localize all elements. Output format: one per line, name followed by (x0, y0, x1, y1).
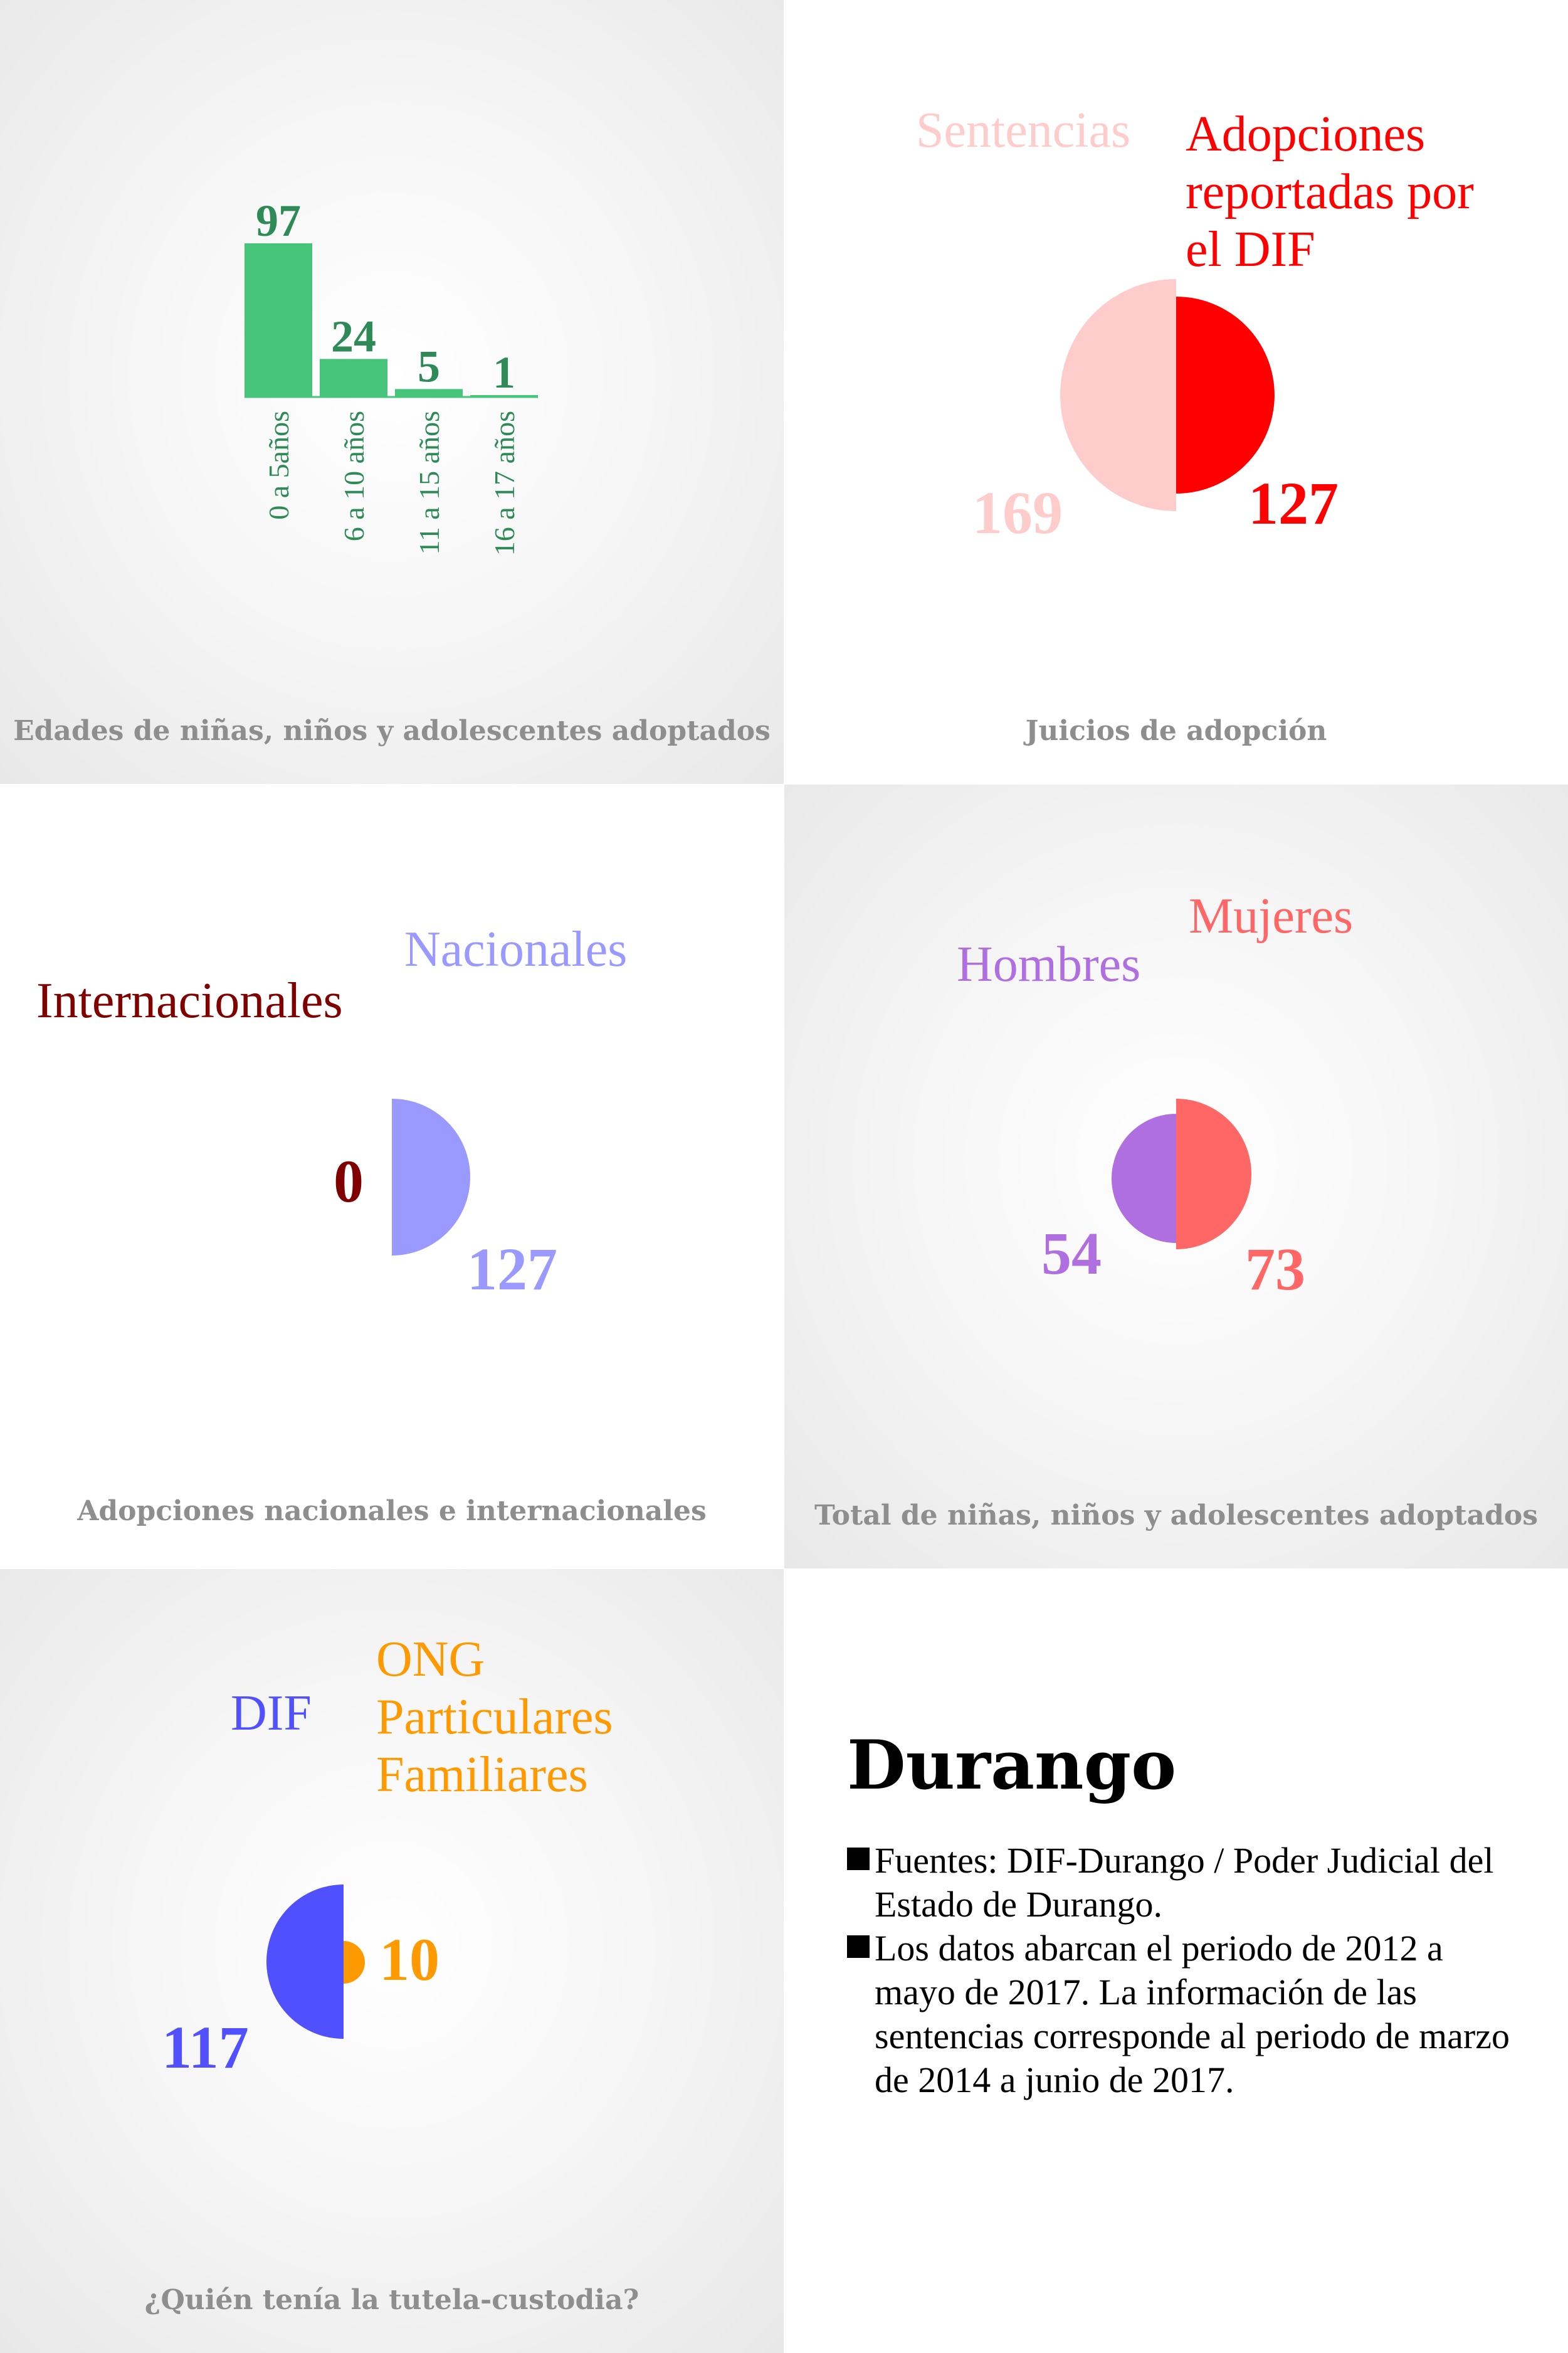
nacionales-value: 127 (467, 1235, 557, 1303)
sentencias-legend: Sentencias (916, 103, 1131, 158)
mujeres-slice (1176, 1099, 1251, 1249)
age-category-label: 11 a 15 años (413, 411, 445, 555)
juicios-caption: Juicios de adopción (1025, 715, 1327, 747)
nac-int-chart (392, 1099, 470, 1256)
age-category-label: 16 a 17 años (488, 411, 520, 556)
ong-legend: ONG Particulares Familiares (376, 1632, 613, 1802)
age-value-label: 5 (418, 341, 440, 391)
notes-list: Fuentes: DIF-Durango / Poder Judicial de… (847, 1839, 1524, 2102)
internacionales-legend: Internacionales (36, 973, 343, 1028)
adopciones-value: 127 (1248, 470, 1339, 537)
hombres-slice (1112, 1114, 1176, 1243)
nacionales-slice (392, 1099, 470, 1256)
age-bar (320, 359, 387, 397)
info-panel: Durango Fuentes: DIF-Durango / Poder Jud… (784, 1569, 1568, 2353)
nac-int-panel: Nacionales Internacionales 0 127 Adopcio… (0, 785, 784, 1568)
sentencias-value: 169 (972, 479, 1063, 546)
dif-legend: DIF (231, 1686, 312, 1741)
age-bar (245, 243, 312, 397)
tutela-chart (266, 1885, 365, 2039)
age-category-label: 6 a 10 años (338, 411, 370, 541)
dif-value: 117 (162, 2014, 249, 2081)
adopciones-legend: Adopciones reportadas por el DIF (1186, 107, 1474, 277)
square-bullet-icon (847, 1848, 870, 1870)
age-bar (470, 395, 538, 397)
age-value-label: 97 (256, 196, 301, 246)
ages-panel: 97 0 a 5años 24 6 a 10 años 5 11 a 15 años 1 16… (0, 0, 784, 784)
page-title: Durango (847, 1726, 1177, 1805)
nac-int-caption: Adopciones nacionales e internacionales (77, 1495, 707, 1527)
genero-chart (1112, 1099, 1251, 1249)
genero-caption: Total de niñas, niños y adolescentes ado… (814, 1499, 1538, 1531)
age-value-label: 24 (331, 311, 376, 361)
age-value-label: 1 (493, 347, 515, 398)
hombres-legend: Hombres (957, 937, 1141, 992)
tutela-panel: ONG Particulares Familiares DIF 117 10 ¿… (0, 1569, 784, 2353)
square-bullet-icon (847, 1935, 870, 1958)
sentencias-slice (1060, 279, 1176, 511)
ong-slice (344, 1941, 365, 1984)
mujeres-legend: Mujeres (1189, 889, 1354, 944)
mujeres-value: 73 (1245, 1235, 1305, 1303)
juicios-panel: Sentencias Adopciones reportadas por el … (784, 0, 1568, 784)
adopciones-slice (1176, 297, 1275, 494)
ong-value: 10 (379, 1926, 439, 1993)
tutela-caption: ¿Quién tenía la tutela-custodia? (144, 2284, 639, 2316)
age-category-label: 0 a 5años (263, 411, 295, 520)
hombres-value: 54 (1041, 1220, 1102, 1287)
ages-bar-chart: 97 0 a 5años 24 6 a 10 años 5 11 a 15 años 1 16… (245, 196, 538, 556)
note-item: Los datos abarcan el periodo de 2012 a m… (847, 1927, 1524, 2102)
ages-caption: Edades de niñas, niños y adolescentes ad… (13, 715, 771, 747)
genero-panel: Mujeres Hombres 54 73 Total de niñas, ni… (784, 785, 1568, 1568)
internacionales-value: 0 (334, 1148, 364, 1215)
juicios-chart (1060, 279, 1275, 511)
age-bar (395, 389, 463, 397)
note-item: Fuentes: DIF-Durango / Poder Judicial de… (847, 1839, 1524, 1927)
dif-slice (266, 1885, 344, 2039)
nacionales-legend: Nacionales (404, 922, 628, 977)
